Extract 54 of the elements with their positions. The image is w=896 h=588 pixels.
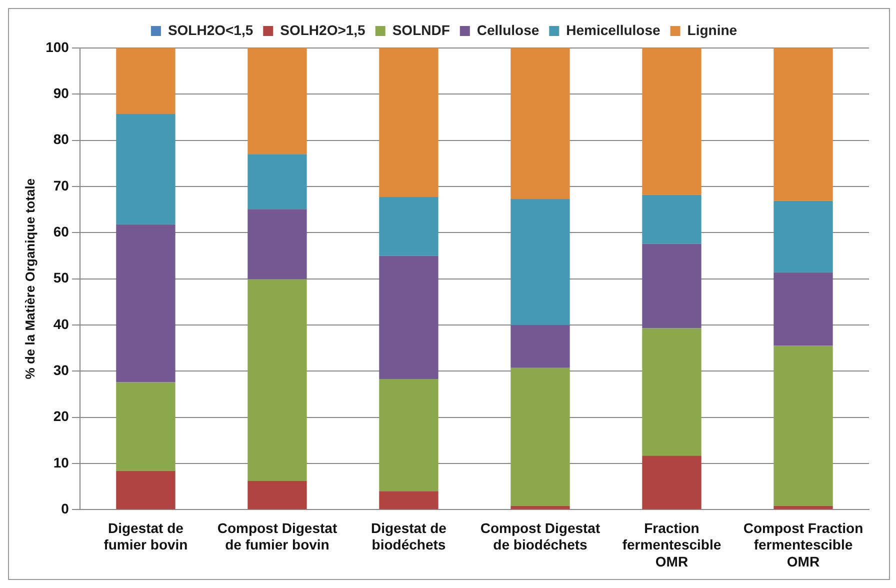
bar	[379, 196, 438, 256]
y-tick-label: 100	[46, 38, 70, 55]
bar	[774, 346, 833, 506]
x-tick-label: Compost Digestat de fumier bovin	[217, 520, 338, 553]
legend-label: SOLH2O<1,5	[168, 22, 254, 38]
x-tick-label: Fraction fermentescible OMR	[622, 520, 722, 570]
bar	[379, 256, 438, 379]
bar	[116, 114, 176, 224]
x-tick-label: Digestat de fumier bovin	[104, 520, 188, 553]
legend-label: SOLH2O>1,5	[280, 22, 366, 38]
bar	[642, 328, 702, 456]
bar	[642, 244, 702, 328]
bar	[510, 506, 570, 510]
legend-label: SOLNDF	[392, 22, 450, 38]
bar	[510, 48, 570, 199]
x-tick-label: Compost Digestat de biodéchets	[480, 520, 600, 553]
y-tick-label: 30	[53, 362, 70, 378]
bar	[379, 378, 438, 492]
bar	[248, 209, 307, 280]
legend-label: Cellulose	[476, 22, 540, 38]
legend-label: Hemicellulose	[566, 22, 661, 38]
bar	[510, 198, 570, 325]
y-tick-label: 60	[53, 224, 70, 240]
bar	[248, 279, 307, 481]
bar	[510, 368, 570, 506]
bar	[248, 154, 307, 210]
bar	[248, 48, 307, 154]
y-tick-label: 40	[53, 316, 70, 332]
bar	[642, 194, 702, 244]
bar	[116, 470, 176, 510]
bar	[774, 506, 833, 510]
bar	[642, 48, 702, 195]
y-tick-label: 0	[61, 500, 70, 516]
bar	[642, 456, 702, 510]
x-tick-label: Compost Fraction fermentescible OMR	[743, 520, 864, 570]
bar	[774, 48, 833, 201]
bar	[774, 200, 833, 272]
legend-label: Lignine	[687, 22, 738, 38]
y-tick-label: 70	[53, 177, 70, 194]
y-tick-label: 90	[53, 85, 70, 102]
bar	[379, 48, 438, 197]
x-tick-label: Digestat de biodéchets	[370, 520, 447, 553]
bar	[116, 224, 176, 382]
bar	[774, 272, 833, 346]
y-tick-label: 10	[53, 454, 70, 470]
y-tick-label: 50	[53, 270, 70, 286]
bar	[248, 480, 307, 510]
bar	[379, 491, 438, 510]
bar	[116, 48, 176, 114]
bar	[116, 382, 176, 471]
y-tick-label: 20	[53, 408, 70, 424]
y-axis-title: % de la Matière Organique totale	[22, 178, 38, 380]
bar	[510, 324, 570, 368]
y-tick-label: 80	[53, 131, 70, 148]
